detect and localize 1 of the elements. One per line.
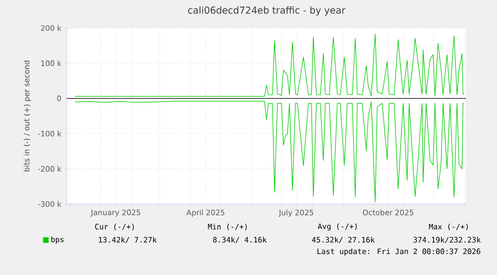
chart-title: cali06decd724eb traffic - by year: [188, 6, 346, 16]
